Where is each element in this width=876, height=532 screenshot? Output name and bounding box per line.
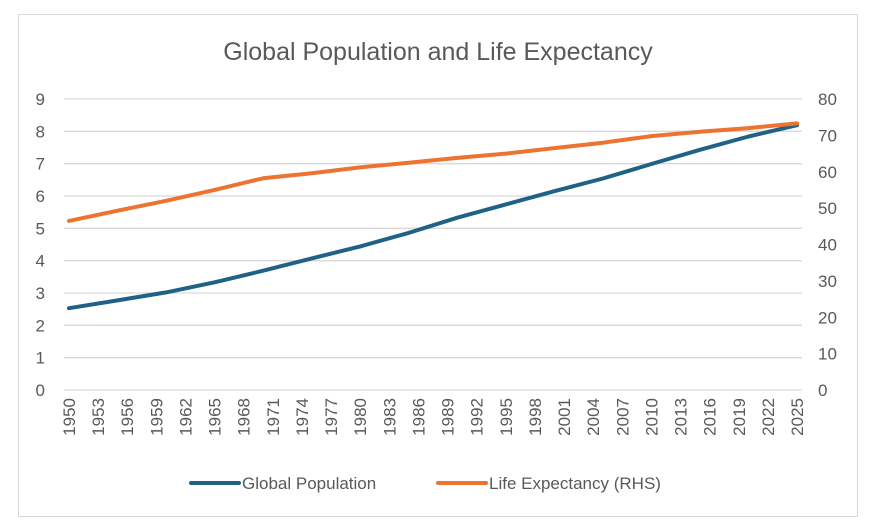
x-tick-label: 1992 (468, 398, 487, 436)
y-right-tick-label: 10 (818, 345, 837, 364)
y-right-tick-label: 30 (818, 272, 837, 291)
x-tick-label: 1974 (293, 398, 312, 436)
x-tick-label: 1977 (322, 398, 341, 436)
x-tick-label: 1959 (147, 398, 166, 436)
legend-item: Global Population (189, 474, 376, 493)
x-tick-label: 2016 (701, 398, 720, 436)
series-line-1 (67, 121, 799, 223)
x-tick-label: 1998 (526, 398, 545, 436)
x-tick-label: 2013 (672, 398, 691, 436)
y-right-tick-label: 40 (818, 236, 837, 255)
legend-label: Life Expectancy (RHS) (489, 474, 661, 493)
chart-title: Global Population and Life Expectancy (223, 38, 653, 66)
x-tick-label: 1983 (380, 398, 399, 436)
x-tick-label: 1968 (235, 398, 254, 436)
y-right-tick-label: 20 (818, 308, 837, 327)
x-tick-label: 1980 (351, 398, 370, 436)
y-left-tick-label: 0 (36, 381, 45, 400)
x-tick-label: 1962 (176, 398, 195, 436)
x-tick-label: 2010 (642, 398, 661, 436)
legend-item: Life Expectancy (RHS) (436, 474, 661, 493)
x-tick-label: 2004 (584, 398, 603, 436)
y-left-tick-label: 7 (36, 155, 45, 174)
x-tick-label: 2025 (788, 398, 807, 436)
y-left-tick-label: 4 (36, 252, 45, 271)
y-left-tick-label: 3 (36, 284, 45, 303)
y-left-tick-label: 9 (36, 90, 45, 109)
x-tick-label: 1953 (89, 398, 108, 436)
x-tick-label: 1986 (409, 398, 428, 436)
series-line-0 (67, 123, 799, 311)
x-tick-label: 2019 (730, 398, 749, 436)
x-tick-label: 1956 (118, 398, 137, 436)
x-tick-label: 1950 (60, 398, 79, 436)
legend-label: Global Population (242, 474, 376, 493)
y-left-tick-label: 2 (36, 316, 45, 335)
y-left-tick-label: 1 (36, 349, 45, 368)
x-tick-label: 1995 (497, 398, 516, 436)
x-tick-label: 2022 (759, 398, 778, 436)
y-right-tick-label: 80 (818, 90, 837, 109)
x-tick-label: 1989 (439, 398, 458, 436)
y-right-tick-label: 60 (818, 163, 837, 182)
y-right-tick-label: 70 (818, 126, 837, 145)
x-tick-label: 1971 (264, 398, 283, 436)
x-tick-label: 2001 (555, 398, 574, 436)
y-left-tick-label: 8 (36, 122, 45, 141)
y-right-tick-label: 50 (818, 199, 837, 218)
x-tick-label: 2007 (613, 398, 632, 436)
y-left-tick-label: 5 (36, 219, 45, 238)
y-right-tick-label: 0 (818, 381, 827, 400)
x-tick-label: 1965 (206, 398, 225, 436)
chart-frame (18, 14, 858, 517)
y-left-tick-label: 6 (36, 187, 45, 206)
